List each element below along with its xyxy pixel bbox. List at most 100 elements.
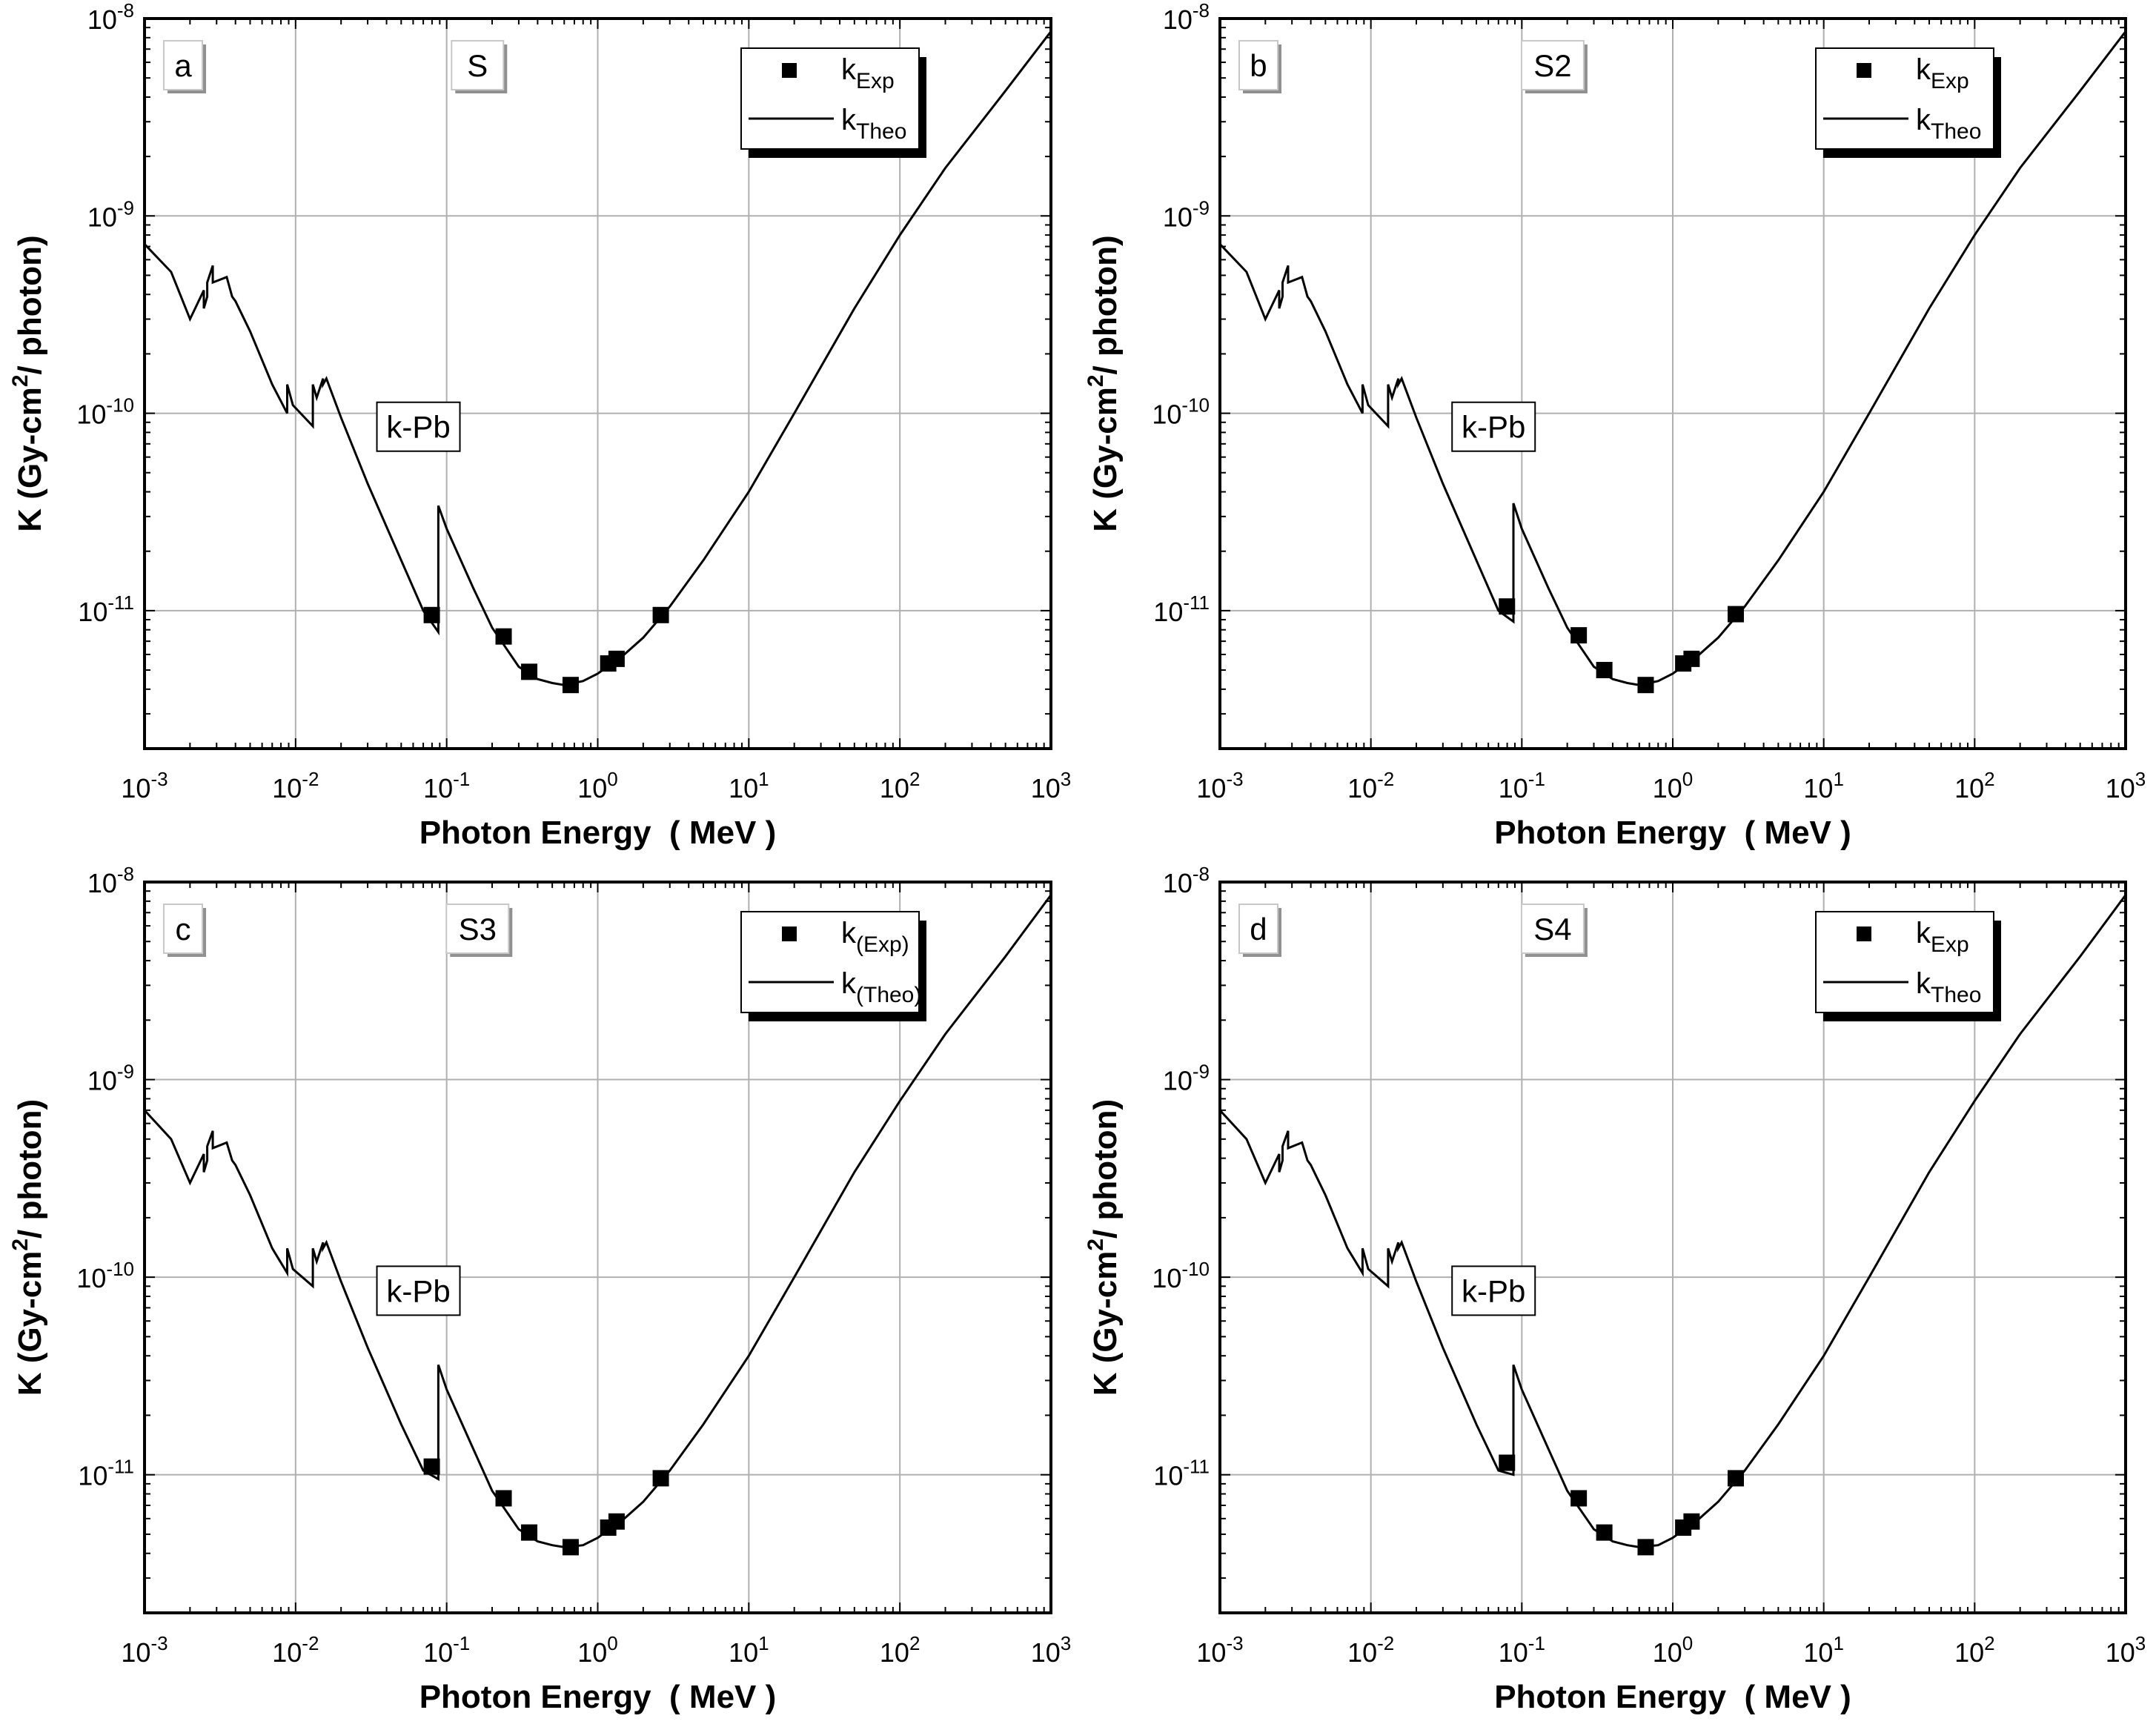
x-tick-label: 101 [729,768,769,803]
sample-label-box [1520,40,1585,90]
sample-label: S [467,48,488,83]
y-tick-label: 10-11 [78,1456,134,1491]
chart-panel-b: 10-3 10-2 10-1 100 101 102 10310-1110-1010-910… [1084,0,2146,851]
y-tick-label: 10-10 [1152,394,1210,430]
y-tick-label: 10-8 [1163,0,1210,35]
tick-exponent: -10 [1181,394,1210,417]
y-tick-label: 10-9 [1163,1061,1210,1096]
tick-exponent: -11 [107,1456,134,1478]
y-tick-label: 10-9 [1163,196,1210,232]
tick-base: 10 [1163,1066,1193,1096]
exp-data-point [1637,1539,1654,1556]
panel-letter-box [163,904,204,954]
tick-exponent: -2 [1377,1632,1394,1654]
exp-data-point [1596,1524,1613,1541]
tick-exponent: 2 [1984,768,1994,790]
y-tick-label: 10-9 [87,196,134,232]
legend-subscript: Exp [856,69,895,93]
exp-data-point [652,1470,669,1487]
x-tick-label: 100 [577,768,618,803]
y-title-part: / photon) [12,235,48,374]
legend-base: k [841,967,857,1000]
exp-data-point [1570,1490,1588,1507]
exp-data-point [608,650,625,667]
tick-exponent: -9 [117,1061,134,1083]
tick-exponent: -8 [1193,863,1210,885]
x-tick-label: 10-3 [1196,768,1243,803]
tick-base: 10 [1347,773,1377,803]
tick-exponent: -8 [117,863,134,885]
exp-data-point [652,606,669,623]
x-tick-label: 100 [1653,768,1694,803]
legend-base: k [1916,104,1931,136]
theoretical-curve [145,894,1051,1548]
tick-exponent: -1 [1528,1632,1545,1654]
k-edge-label-box [1451,401,1536,452]
tick-exponent: -9 [117,196,134,219]
tick-base: 10 [78,1461,107,1491]
tick-base: 10 [1031,1637,1061,1668]
tick-base: 10 [2106,1637,2135,1668]
chart-panel-d: 10-3 10-2 10-1 100 101 102 10310-1110-1010-910… [1084,863,2146,1715]
plot-frame [143,17,1052,750]
x-tick-label: 101 [1803,768,1844,803]
tick-base: 10 [1803,773,1833,803]
tick-exponent: -11 [1183,1456,1210,1478]
k-edge-label: k-Pb [386,410,450,445]
exp-data-point [423,606,440,623]
k-edge-label-box [376,1265,461,1316]
exp-data-point [1728,606,1745,623]
exp-data-point [495,628,512,645]
tick-base: 10 [1954,1637,1984,1668]
x-tick-label: 10-3 [1196,1632,1243,1668]
tick-base: 10 [1499,1637,1528,1668]
y-axis-title: K (Gy-cm2/ photon) [1084,235,1124,531]
tick-base: 10 [880,773,909,803]
tick-base: 10 [577,773,607,803]
tick-base: 10 [880,1637,909,1668]
tick-exponent: 3 [2135,768,2146,790]
tick-exponent: -10 [106,1258,134,1280]
legend-exp-label: k(Exp) [841,917,909,957]
y-axis-title: K (Gy-cm2/ photon) [8,1099,48,1396]
tick-base: 10 [87,1066,117,1096]
x-axis-title: Photon Energy ( MeV ) [419,1679,777,1715]
tick-base: 10 [1196,773,1226,803]
tick-base: 10 [78,597,107,627]
legend-theo-label: kTheo [1916,104,1981,144]
tick-exponent: -8 [1193,0,1210,21]
tick-exponent: -10 [1181,1258,1210,1280]
x-tick-label: 10-2 [1347,768,1394,803]
k-edge-label-box [1451,1265,1536,1316]
tick-exponent: 3 [2135,1632,2146,1654]
y-title-part: / photon) [1087,1099,1124,1239]
tick-exponent: -1 [453,768,470,790]
tick-base: 10 [1152,400,1181,430]
tick-base: 10 [87,868,117,898]
tick-base: 10 [1954,773,1984,803]
tick-base: 10 [1803,1637,1833,1668]
tick-exponent: 0 [607,768,617,790]
tick-base: 10 [1653,773,1682,803]
tick-base: 10 [76,400,106,430]
y-title-part: K (Gy-cm [12,387,48,532]
y-tick-label: 10-11 [1153,591,1210,627]
legend-exp-label: kExp [1916,917,1969,957]
y-title-superscript: 2 [1084,1239,1108,1251]
legend-marker-swatch [782,63,797,78]
tick-exponent: 0 [1682,768,1693,790]
tick-exponent: -11 [107,591,134,614]
tick-base: 10 [1653,1637,1682,1668]
y-title-part: / photon) [1087,235,1124,374]
theoretical-curve [1220,894,2126,1548]
tick-exponent: 3 [1061,1632,1071,1654]
tick-base: 10 [577,1637,607,1668]
y-tick-label: 10-10 [1152,1258,1210,1293]
k-edge-label-box [376,401,461,452]
y-tick-label: 10-8 [87,863,134,898]
tick-exponent: 2 [909,1632,920,1654]
tick-exponent: -3 [150,768,167,790]
y-axis-title: K (Gy-cm2/ photon) [8,235,48,531]
tick-exponent: -9 [1193,196,1210,219]
y-title-superscript: 2 [8,1239,33,1251]
